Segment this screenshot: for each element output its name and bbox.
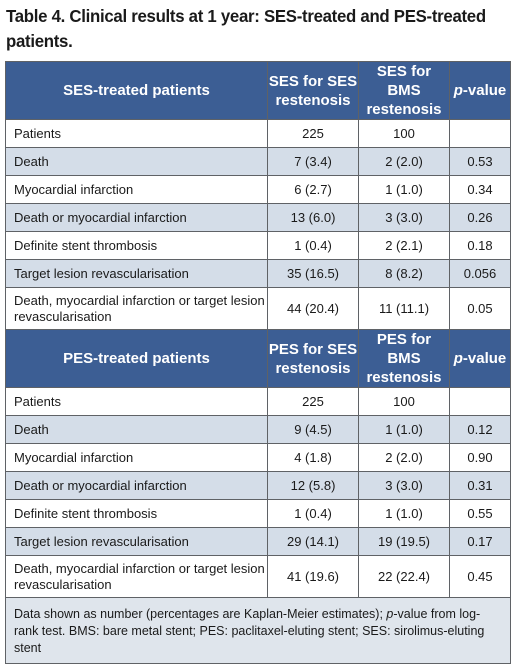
cell-col1: 225: [267, 119, 359, 148]
cell-pvalue: [449, 119, 511, 148]
row-label: Death or myocardial infarction: [5, 203, 268, 232]
cell-pvalue: 0.31: [449, 471, 511, 500]
cell-col2: 1 (1.0): [358, 499, 450, 528]
table-row: Death, myocardial infarction or target l…: [5, 287, 511, 330]
row-label: Myocardial infarction: [5, 443, 268, 472]
row-label: Patients: [5, 387, 268, 416]
cell-col1: 44 (20.4): [267, 287, 359, 330]
row-label: Definite stent thrombosis: [5, 231, 268, 260]
row-label: Target lesion revascularisation: [5, 527, 268, 556]
table-row: Definite stent thrombosis 1 (0.4) 1 (1.0) 0…: [5, 499, 511, 528]
row-label: Death: [5, 415, 268, 444]
table-row: Death or myocardial infarction 12 (5.8) 3 …: [5, 471, 511, 500]
footnote: Data shown as number (percentages are Ka…: [5, 597, 511, 664]
cell-pvalue: 0.05: [449, 287, 511, 330]
cell-pvalue: 0.056: [449, 259, 511, 288]
clinical-results-table: SES-treated patients SES for SES restenos…: [5, 61, 511, 664]
row-label: Death or myocardial infarction: [5, 471, 268, 500]
cell-col1: 1 (0.4): [267, 499, 359, 528]
cell-pvalue: 0.45: [449, 555, 511, 598]
cell-col2: 1 (1.0): [358, 175, 450, 204]
column-header-1: PES for SES restenosis: [267, 329, 359, 388]
row-label: Patients: [5, 119, 268, 148]
table-row: Death 9 (4.5) 1 (1.0) 0.12: [5, 415, 511, 444]
row-label: Death, myocardial infarction or target l…: [5, 287, 268, 330]
cell-pvalue: 0.34: [449, 175, 511, 204]
group-header: PES-treated patients: [5, 329, 268, 388]
pvalue-header-suffix: -value: [462, 350, 507, 367]
column-header-1: SES for SES restenosis: [267, 61, 359, 120]
row-label: Target lesion revascularisation: [5, 259, 268, 288]
section-header-row: PES-treated patients PES for SES restenos…: [5, 329, 511, 388]
cell-col1: 9 (4.5): [267, 415, 359, 444]
footnote-row: Data shown as number (percentages are Ka…: [5, 597, 511, 664]
cell-col2: 1 (1.0): [358, 415, 450, 444]
cell-pvalue: [449, 387, 511, 416]
pvalue-header-italic: p: [453, 350, 463, 367]
cell-pvalue: 0.17: [449, 527, 511, 556]
cell-col2: 3 (3.0): [358, 471, 450, 500]
footnote-part-1: Data shown as number (percentages are Ka…: [14, 607, 387, 621]
row-label: Myocardial infarction: [5, 175, 268, 204]
table-row: Definite stent thrombosis 1 (0.4) 2 (2.1) 0…: [5, 231, 511, 260]
cell-col2: 8 (8.2): [358, 259, 450, 288]
cell-col1: 6 (2.7): [267, 175, 359, 204]
cell-col1: 1 (0.4): [267, 231, 359, 260]
cell-col2: 3 (3.0): [358, 203, 450, 232]
table-row: Myocardial infarction 4 (1.8) 2 (2.0) 0.90: [5, 443, 511, 472]
row-label: Death, myocardial infarction or target l…: [5, 555, 268, 598]
table-body: SES-treated patients SES for SES restenos…: [5, 61, 511, 664]
table-row: Patients 225 100: [5, 119, 511, 148]
cell-col2: 19 (19.5): [358, 527, 450, 556]
row-label: Definite stent thrombosis: [5, 499, 268, 528]
pvalue-header: p-value: [449, 329, 511, 388]
cell-col2: 11 (11.1): [358, 287, 450, 330]
row-label: Death: [5, 147, 268, 176]
cell-col1: 29 (14.1): [267, 527, 359, 556]
table-row: Death, myocardial infarction or target l…: [5, 555, 511, 598]
cell-pvalue: 0.53: [449, 147, 511, 176]
table-row: Target lesion revascularisation 29 (14.1)…: [5, 527, 511, 556]
cell-pvalue: 0.26: [449, 203, 511, 232]
pvalue-header: p-value: [449, 61, 511, 120]
table-row: Death 7 (3.4) 2 (2.0) 0.53: [5, 147, 511, 176]
cell-col2: 22 (22.4): [358, 555, 450, 598]
cell-col2: 100: [358, 119, 450, 148]
cell-col1: 41 (19.6): [267, 555, 359, 598]
cell-col1: 225: [267, 387, 359, 416]
cell-col2: 100: [358, 387, 450, 416]
pvalue-header-suffix: -value: [462, 82, 507, 99]
table-row: Patients 225 100: [5, 387, 511, 416]
table-row: Target lesion revascularisation 35 (16.5)…: [5, 259, 511, 288]
cell-col2: 2 (2.0): [358, 147, 450, 176]
cell-col1: 4 (1.8): [267, 443, 359, 472]
group-header: SES-treated patients: [5, 61, 268, 120]
table-title: Table 4. Clinical results at 1 year: SES…: [6, 6, 486, 51]
column-header-2: PES for BMS restenosis: [358, 329, 450, 388]
cell-pvalue: 0.90: [449, 443, 511, 472]
cell-col2: 2 (2.1): [358, 231, 450, 260]
cell-pvalue: 0.12: [449, 415, 511, 444]
footnote-italic: p: [386, 607, 394, 621]
section-header-row: SES-treated patients SES for SES restenos…: [5, 61, 511, 120]
table-row: Myocardial infarction 6 (2.7) 1 (1.0) 0.34: [5, 175, 511, 204]
footnote-part-2: -value from log-rank test. BMS: bare met…: [14, 607, 485, 655]
cell-col1: 7 (3.4): [267, 147, 359, 176]
cell-pvalue: 0.18: [449, 231, 511, 260]
column-header-2: SES for BMS restenosis: [358, 61, 450, 120]
table-row: Death or myocardial infarction 13 (6.0) 3 …: [5, 203, 511, 232]
cell-pvalue: 0.55: [449, 499, 511, 528]
cell-col1: 13 (6.0): [267, 203, 359, 232]
cell-col2: 2 (2.0): [358, 443, 450, 472]
cell-col1: 12 (5.8): [267, 471, 359, 500]
cell-col1: 35 (16.5): [267, 259, 359, 288]
pvalue-header-italic: p: [453, 82, 463, 99]
